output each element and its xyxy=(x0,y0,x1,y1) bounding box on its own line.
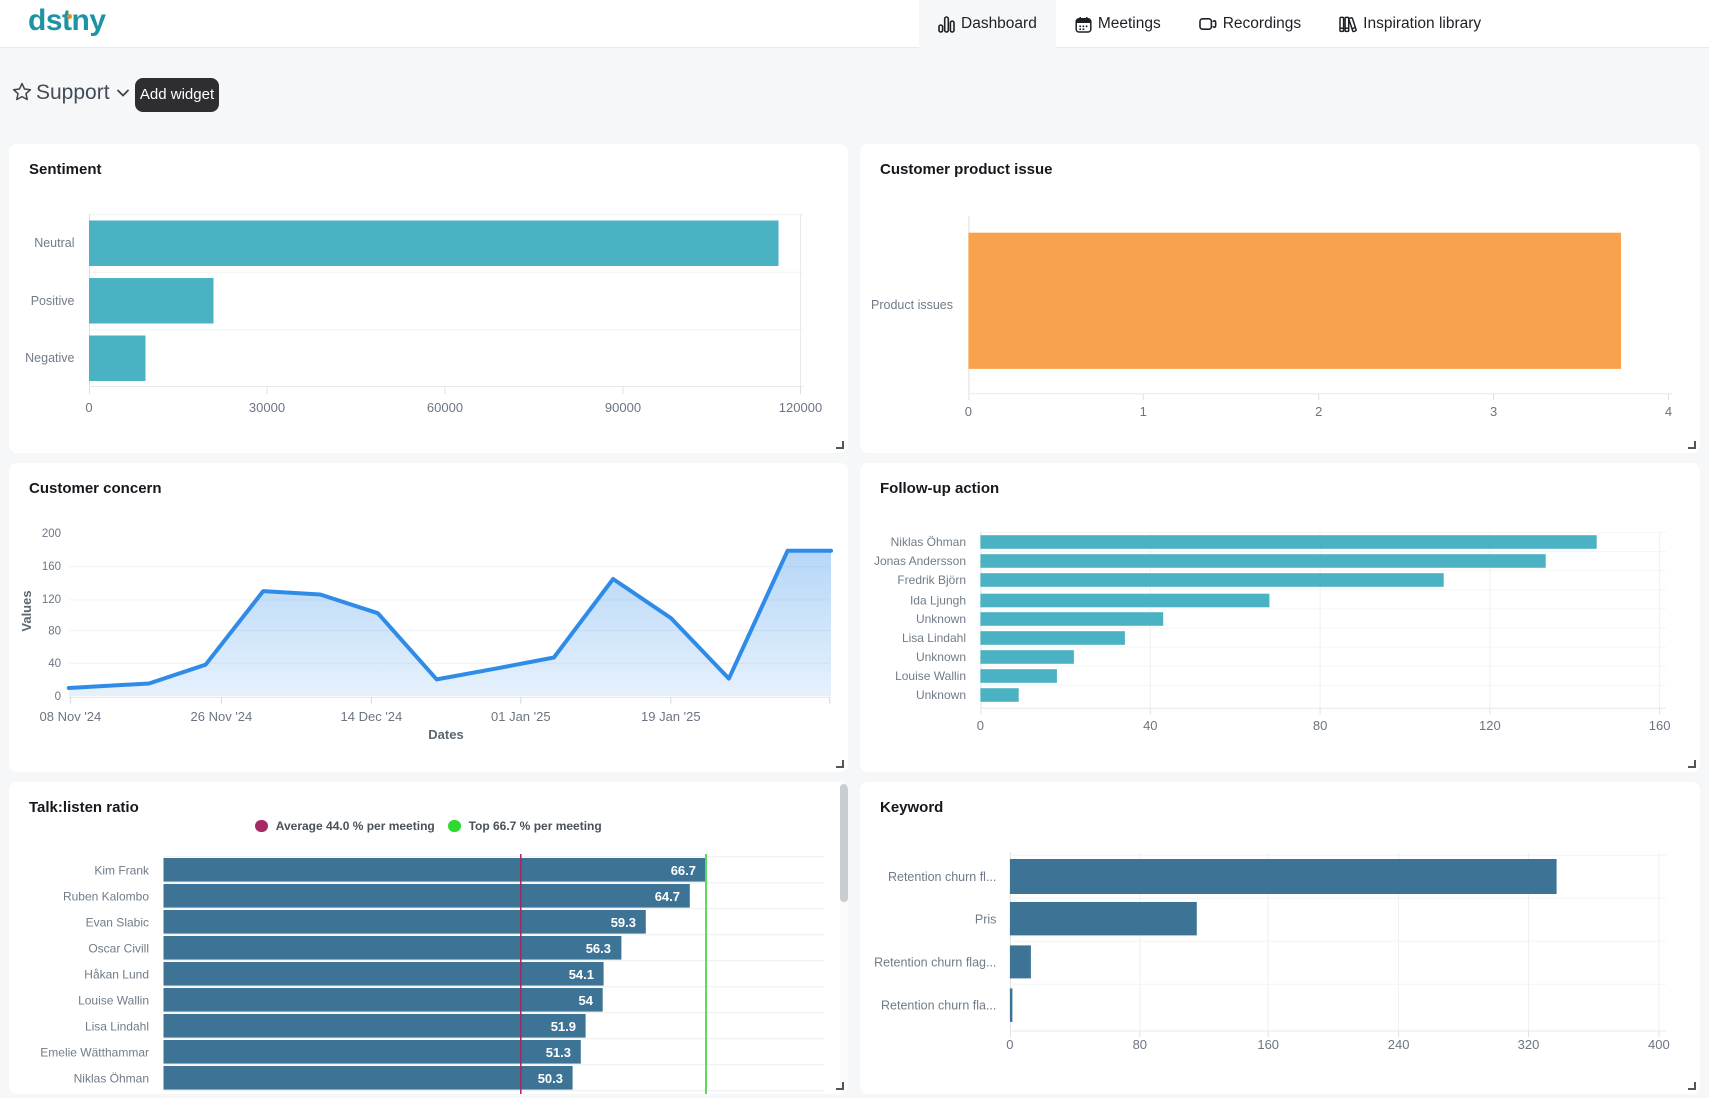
svg-text:Retention churn fl...: Retention churn fl... xyxy=(888,870,996,884)
svg-text:Positive: Positive xyxy=(31,294,75,308)
svg-text:0: 0 xyxy=(977,718,984,733)
svg-text:0: 0 xyxy=(965,404,972,419)
svg-text:Pris: Pris xyxy=(975,913,997,927)
svg-text:40: 40 xyxy=(48,658,61,670)
svg-text:Ruben Kalombo: Ruben Kalombo xyxy=(63,890,149,904)
svg-text:08 Nov '24: 08 Nov '24 xyxy=(40,709,102,724)
svg-text:120000: 120000 xyxy=(779,400,822,415)
svg-text:90000: 90000 xyxy=(605,400,641,415)
svg-text:59.3: 59.3 xyxy=(611,915,636,930)
svg-text:Fredrik Björn: Fredrik Björn xyxy=(897,573,966,587)
svg-text:40: 40 xyxy=(1143,718,1157,733)
svg-text:30000: 30000 xyxy=(249,400,285,415)
svg-text:66.7: 66.7 xyxy=(671,863,696,878)
svg-text:Unknown: Unknown xyxy=(916,650,966,664)
svg-text:Negative: Negative xyxy=(25,351,74,365)
svg-text:0: 0 xyxy=(1006,1037,1013,1052)
svg-text:Unknown: Unknown xyxy=(916,612,966,626)
svg-text:Retention churn fla...: Retention churn fla... xyxy=(881,999,996,1013)
svg-text:200: 200 xyxy=(42,528,61,540)
svg-text:80: 80 xyxy=(1133,1037,1147,1052)
svg-text:Dates: Dates xyxy=(428,727,463,742)
svg-text:160: 160 xyxy=(1257,1037,1279,1052)
svg-text:Neutral: Neutral xyxy=(34,236,74,250)
svg-text:26 Nov '24: 26 Nov '24 xyxy=(191,709,253,724)
svg-text:51.9: 51.9 xyxy=(551,1019,576,1034)
svg-text:Ida Ljungh: Ida Ljungh xyxy=(910,594,966,608)
svg-text:Lisa Lindahl: Lisa Lindahl xyxy=(85,1020,149,1034)
svg-text:60000: 60000 xyxy=(427,400,463,415)
svg-text:Håkan Lund: Håkan Lund xyxy=(84,968,149,982)
svg-text:Niklas Öhman: Niklas Öhman xyxy=(891,535,966,549)
svg-text:0: 0 xyxy=(85,400,92,415)
svg-text:Unknown: Unknown xyxy=(916,688,966,702)
svg-text:2: 2 xyxy=(1315,404,1322,419)
svg-text:Retention churn flag...: Retention churn flag... xyxy=(874,956,996,970)
svg-text:160: 160 xyxy=(1649,718,1671,733)
svg-text:1: 1 xyxy=(1140,404,1147,419)
svg-text:01 Jan '25: 01 Jan '25 xyxy=(491,709,551,724)
svg-text:Niklas Öhman: Niklas Öhman xyxy=(74,1072,149,1086)
svg-text:Jonas Andersson: Jonas Andersson xyxy=(874,554,966,568)
svg-text:64.7: 64.7 xyxy=(655,889,680,904)
svg-text:3: 3 xyxy=(1490,404,1497,419)
svg-text:Louise Wallin: Louise Wallin xyxy=(895,669,966,683)
svg-text:Kim Frank: Kim Frank xyxy=(94,864,150,878)
svg-text:54: 54 xyxy=(579,993,594,1008)
svg-text:0: 0 xyxy=(55,691,61,703)
svg-text:56.3: 56.3 xyxy=(586,941,611,956)
svg-text:Product issues: Product issues xyxy=(871,298,953,312)
svg-text:Louise Wallin: Louise Wallin xyxy=(78,994,149,1008)
svg-text:51.3: 51.3 xyxy=(546,1045,571,1060)
svg-text:Oscar Civill: Oscar Civill xyxy=(88,942,149,956)
svg-text:80: 80 xyxy=(48,626,61,638)
svg-text:120: 120 xyxy=(1479,718,1501,733)
svg-text:120: 120 xyxy=(42,594,61,606)
svg-text:14 Dec '24: 14 Dec '24 xyxy=(341,709,403,724)
svg-text:19 Jan '25: 19 Jan '25 xyxy=(641,709,701,724)
svg-text:320: 320 xyxy=(1518,1037,1540,1052)
svg-text:Values: Values xyxy=(19,590,34,631)
svg-text:240: 240 xyxy=(1388,1037,1410,1052)
svg-text:400: 400 xyxy=(1648,1037,1670,1052)
svg-text:Emelie Wätthammar: Emelie Wätthammar xyxy=(40,1046,149,1060)
svg-text:50.3: 50.3 xyxy=(538,1071,563,1086)
svg-text:80: 80 xyxy=(1313,718,1327,733)
svg-text:160: 160 xyxy=(42,561,61,573)
svg-text:Evan Slabic: Evan Slabic xyxy=(86,916,149,930)
svg-text:4: 4 xyxy=(1665,404,1672,419)
svg-text:54.1: 54.1 xyxy=(569,967,594,982)
svg-text:Lisa Lindahl: Lisa Lindahl xyxy=(902,631,966,645)
